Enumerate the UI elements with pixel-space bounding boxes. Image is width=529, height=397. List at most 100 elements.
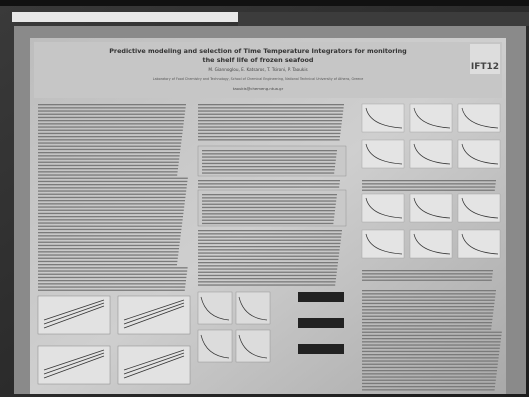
text-line: [202, 210, 335, 211]
text-line: [38, 117, 184, 118]
text-line: [198, 281, 336, 282]
text-line: [202, 223, 333, 224]
text-line: [38, 254, 178, 255]
text-line: [38, 194, 186, 195]
text-line: [202, 163, 335, 164]
text-line: [38, 158, 179, 159]
indicator-strip: [298, 292, 344, 302]
wall: [238, 12, 529, 26]
text-line: [198, 259, 338, 260]
text-line: [38, 206, 184, 207]
text-line: [202, 220, 334, 221]
text-line: [38, 238, 180, 239]
text-line: [198, 230, 342, 231]
text-line: [38, 162, 179, 163]
text-line: [362, 309, 494, 310]
text-line: [38, 264, 177, 265]
text-line: [198, 133, 340, 134]
text-line: [362, 293, 496, 294]
email: taoukis@chemeng.ntua.gr: [233, 86, 284, 91]
text-line: [38, 168, 178, 169]
text-line: [362, 380, 496, 381]
text-line: [38, 274, 187, 275]
text-line: [362, 273, 493, 274]
text-line: [38, 203, 185, 204]
text-line: [362, 319, 492, 320]
figure: [236, 292, 270, 324]
text-line: [198, 268, 337, 269]
text-line: [202, 166, 335, 167]
text-line: [198, 186, 339, 187]
text-line: [38, 184, 187, 185]
text-line: [198, 272, 337, 273]
text-line: [362, 316, 493, 317]
text-line: [362, 303, 494, 304]
text-line: [198, 110, 343, 111]
text-line: [198, 249, 340, 250]
text-line: [198, 265, 338, 266]
figure: [198, 330, 232, 362]
text-line: [362, 386, 495, 387]
text-line: [198, 275, 336, 276]
text-line: [198, 136, 340, 137]
text-line: [38, 245, 179, 246]
text-line: [362, 389, 495, 390]
logo-text: IFT12: [471, 62, 499, 72]
figure: [198, 292, 232, 324]
text-line: [202, 204, 336, 205]
text-line: [198, 114, 343, 115]
text-line: [38, 286, 185, 287]
text-line: [362, 183, 496, 184]
text-line: [362, 332, 502, 333]
text-line: [198, 120, 342, 121]
text-line: [198, 246, 340, 247]
text-line: [38, 270, 187, 271]
text-line: [198, 256, 339, 257]
text-line: [38, 229, 181, 230]
text-line: [202, 169, 335, 170]
text-line: [362, 180, 496, 181]
logo: IFT12: [470, 44, 500, 74]
photo: Predictive modeling and selection of Tim…: [0, 0, 529, 397]
text-line: [202, 197, 337, 198]
text-line: [38, 267, 188, 268]
text-line: [38, 107, 186, 108]
title: Predictive modeling and selection of Tim…: [109, 47, 407, 55]
text-line: [362, 335, 501, 336]
text-line: [362, 376, 496, 377]
text-line: [198, 123, 342, 124]
text-line: [38, 216, 183, 217]
text-line: [38, 114, 185, 115]
affiliation: Laboratory of Food Chemistry and Technol…: [153, 77, 363, 81]
text-line: [362, 373, 497, 374]
text-line: [198, 130, 341, 131]
text-line: [38, 139, 182, 140]
text-line: [38, 213, 183, 214]
text-line: [38, 248, 179, 249]
text-line: [38, 171, 178, 172]
text-line: [202, 172, 334, 173]
text-line: [38, 258, 178, 259]
text-line: [362, 325, 492, 326]
text-line: [198, 284, 335, 285]
text-line: [362, 357, 499, 358]
text-line: [38, 290, 185, 291]
text-line: [38, 149, 180, 150]
text-line: [38, 155, 180, 156]
text-line: [38, 277, 186, 278]
text-line: [198, 139, 340, 140]
text-line: [38, 146, 181, 147]
text-line: [362, 280, 492, 281]
text-line: [38, 136, 182, 137]
text-line: [38, 152, 180, 153]
text-line: [38, 187, 187, 188]
text-line: [202, 153, 337, 154]
title: the shelf life of frozen seafood: [203, 56, 314, 64]
text-line: [362, 190, 495, 191]
text-line: [202, 160, 336, 161]
authors: M. Giannoglou, E. Katsaros, T. Tsironi, …: [208, 67, 307, 72]
text-line: [198, 126, 341, 127]
text-line: [362, 383, 495, 384]
text-line: [38, 242, 180, 243]
text-line: [362, 270, 493, 271]
